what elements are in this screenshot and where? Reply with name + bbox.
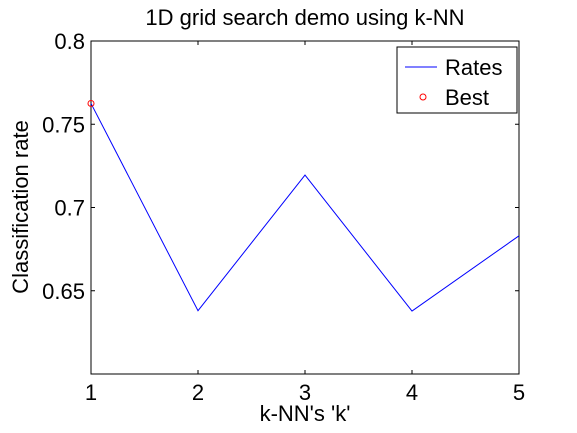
y-tick-label: 0.7: [54, 196, 85, 221]
y-tick-label: 0.75: [42, 112, 85, 137]
rates-line: [90, 103, 520, 312]
x-tick-label: 2: [192, 380, 204, 405]
y-axis-label: Classification rate: [8, 120, 33, 294]
x-axis-label: k-NN's 'k': [260, 401, 351, 426]
legend: Rates Best: [396, 46, 518, 114]
x-axis-ticks: 1 2 3 4 5: [85, 41, 525, 405]
y-axis-ticks: 0.65 0.7 0.75 0.8: [42, 29, 519, 304]
legend-best-label: Best: [445, 85, 489, 110]
legend-box: [396, 46, 518, 114]
x-tick-label: 1: [85, 380, 97, 405]
best-point-marker: [87, 99, 95, 107]
x-tick-label: 5: [513, 380, 525, 405]
y-tick-label: 0.8: [54, 29, 85, 54]
series-layer: [87, 99, 520, 312]
legend-rates-label: Rates: [445, 55, 502, 80]
y-tick-label: 0.65: [42, 279, 85, 304]
chart-title: 1D grid search demo using k-NN: [145, 5, 464, 30]
x-tick-label: 3: [299, 380, 311, 405]
legend-best-swatch: [419, 93, 427, 101]
x-tick-label: 4: [406, 380, 418, 405]
